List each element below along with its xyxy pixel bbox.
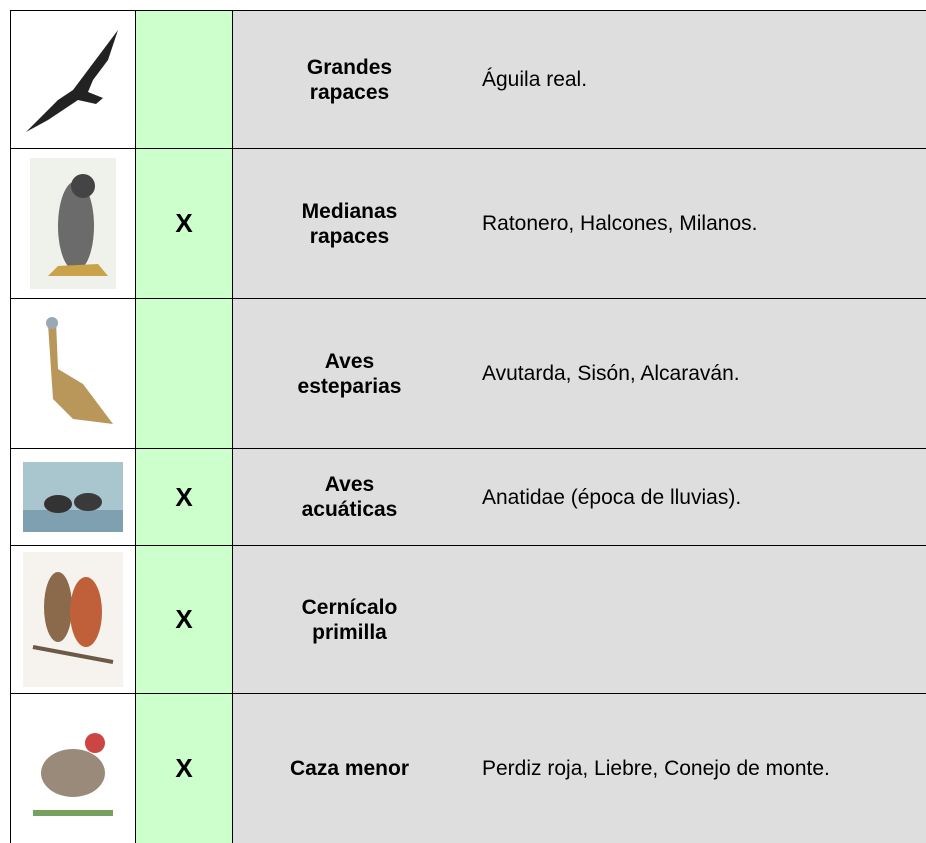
- row: X Caza menor Perdiz roja, Liebre, Conejo…: [11, 694, 926, 843]
- row: Grandes rapaces Águila real.: [11, 11, 926, 149]
- row: X Aves acuáticas Anatidae (época de lluv…: [11, 449, 926, 546]
- partridge-image: [23, 703, 123, 833]
- mark-cell: X: [136, 546, 233, 694]
- mark-cell: [136, 299, 233, 449]
- image-cell: [11, 449, 136, 546]
- group-cell: Cernícalo primilla: [233, 546, 467, 694]
- image-cell: [11, 694, 136, 843]
- ducks-image: [23, 462, 123, 532]
- bird-table: Grandes rapaces Águila real. X Medianas …: [10, 10, 926, 843]
- row: Aves esteparias Avutarda, Sisón, Alcarav…: [11, 299, 926, 449]
- group: Aves acuáticas: [275, 472, 425, 522]
- group: Grandes rapaces: [275, 55, 425, 105]
- species: Avutarda, Sisón, Alcaraván.: [466, 299, 926, 449]
- eagle-image: [18, 20, 128, 140]
- species: [466, 546, 926, 694]
- row: X Medianas rapaces Ratonero, Halcones, M…: [11, 149, 926, 299]
- mark-cell: X: [136, 149, 233, 299]
- mark-cell: X: [136, 694, 233, 843]
- group: Medianas rapaces: [275, 199, 425, 249]
- group: Aves esteparias: [275, 349, 425, 399]
- group-cell: Grandes rapaces: [233, 11, 467, 149]
- bustard-image: [28, 309, 118, 439]
- group-cell: Caza menor: [233, 694, 467, 843]
- row: X Cernícalo primilla: [11, 546, 926, 694]
- image-cell: [11, 546, 136, 694]
- group-cell: Medianas rapaces: [233, 149, 467, 299]
- image-cell: [11, 149, 136, 299]
- image-cell: [11, 11, 136, 149]
- species: Anatidae (época de lluvias).: [466, 449, 926, 546]
- image-cell: [11, 299, 136, 449]
- group: Caza menor: [275, 756, 425, 781]
- group-cell: Aves esteparias: [233, 299, 467, 449]
- species: Águila real.: [466, 11, 926, 149]
- species: Perdiz roja, Liebre, Conejo de monte.: [466, 694, 926, 843]
- mark-cell: X: [136, 449, 233, 546]
- falcon-image: [28, 156, 118, 291]
- kestrel-image: [23, 552, 123, 687]
- group: Cernícalo primilla: [275, 595, 425, 645]
- group-cell: Aves acuáticas: [233, 449, 467, 546]
- mark-cell: [136, 11, 233, 149]
- species: Ratonero, Halcones, Milanos.: [466, 149, 926, 299]
